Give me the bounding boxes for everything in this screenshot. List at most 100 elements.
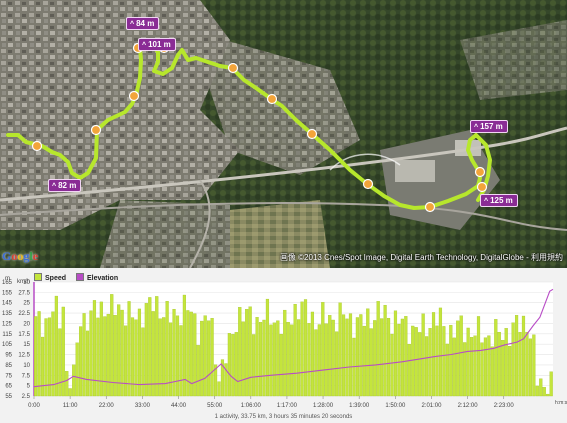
speed-bar <box>452 337 456 397</box>
route-marker[interactable] <box>474 166 486 178</box>
speed-bar <box>286 322 290 397</box>
speed-bar <box>110 294 114 397</box>
speed-bar <box>442 326 446 397</box>
map-attribution[interactable]: 画像 ©2013 Cnes/Spot Image, Digital Earth … <box>279 253 563 262</box>
speed-bar <box>234 332 238 397</box>
route-markers <box>31 42 488 213</box>
speed-bar <box>279 333 283 397</box>
speed-bar <box>290 324 294 397</box>
speed-bar <box>99 301 103 397</box>
speed-bar <box>518 332 522 397</box>
right-tick-label: 7.5 <box>22 373 31 379</box>
speed-bar <box>85 330 90 397</box>
speed-bar <box>476 316 481 397</box>
left-tick-label: 55 <box>5 394 12 400</box>
route-marker[interactable] <box>476 181 488 193</box>
speed-bar <box>96 317 100 397</box>
right-tick-label: 15 <box>23 342 30 348</box>
speed-bar <box>200 320 204 397</box>
right-tick-label: 30 <box>23 280 30 286</box>
speed-bar <box>172 308 176 397</box>
route-marker[interactable] <box>306 128 318 140</box>
satellite-imagery <box>0 0 567 268</box>
right-tick-label: 22.5 <box>18 311 30 317</box>
left-tick-label: 135 <box>2 311 13 317</box>
legend-speed[interactable]: Speed <box>34 273 66 282</box>
speed-bar <box>504 328 508 397</box>
speed-bar <box>466 327 470 397</box>
speed-bar <box>51 311 55 397</box>
route-marker[interactable] <box>227 62 239 74</box>
left-tick-label: 165 <box>2 280 13 286</box>
speed-bar <box>445 343 449 397</box>
speed-bar <box>511 322 515 397</box>
speed-bar <box>144 303 148 397</box>
speed-bar <box>303 299 308 397</box>
speed-bar <box>428 328 432 397</box>
speed-bar <box>220 359 225 397</box>
activity-chart: Speed Elevation m km/h 55 2.5 65 5 75 7.5 85 10 95… <box>0 268 567 423</box>
right-tick-label: 12.5 <box>18 353 30 359</box>
right-tick-label: 5 <box>27 384 31 390</box>
route-marker[interactable] <box>90 124 102 136</box>
speed-bar <box>463 342 467 397</box>
right-tick-label: 27.5 <box>18 290 30 296</box>
x-tick-label: 2:23:00 <box>494 403 515 409</box>
speed-bar <box>338 302 342 397</box>
route-marker[interactable] <box>424 201 436 213</box>
speed-bar <box>186 310 190 397</box>
route-marker[interactable] <box>362 178 374 190</box>
speed-bar <box>525 331 529 397</box>
speed-bar <box>44 318 48 397</box>
speed-bar <box>539 378 543 397</box>
speed-bar <box>307 323 311 397</box>
route-marker[interactable] <box>128 90 140 102</box>
x-tick-label: 11:00 <box>63 403 78 409</box>
speed-bar <box>68 388 72 397</box>
chart-legend: Speed Elevation <box>34 273 126 283</box>
speed-bar <box>366 308 370 397</box>
map-view[interactable]: ^ 84 m ^ 101 m ^ 82 m ^ 157 m ^ 125 m Google … <box>0 0 567 268</box>
speed-bar <box>127 301 131 397</box>
speed-bar <box>162 317 166 397</box>
right-tick-label: 25 <box>23 301 30 307</box>
speed-bar <box>238 307 242 397</box>
speed-bar <box>355 317 359 397</box>
speed-bar <box>508 345 512 397</box>
speed-bar <box>335 331 339 397</box>
speed-bar <box>514 315 519 397</box>
left-tick-label: 65 <box>5 384 12 390</box>
speed-bar <box>61 306 65 397</box>
legend-elevation[interactable]: Elevation <box>75 273 118 282</box>
speed-bar <box>47 317 52 397</box>
x-tick-label: 1:39:00 <box>349 403 370 409</box>
speed-bar <box>213 364 218 397</box>
speed-bar <box>473 335 477 397</box>
speed-bar <box>324 323 328 397</box>
activity-summary: 1 activity, 33.75 km, 3 hours 35 minutes… <box>214 414 353 420</box>
speed-bar <box>82 313 86 397</box>
speed-bar <box>158 318 162 397</box>
left-tick-label: 105 <box>2 342 13 348</box>
speed-elevation-plot: m km/h 55 2.5 65 5 75 7.5 85 10 95 12.5 105 15 115 17.5… <box>2 276 567 409</box>
speed-bar <box>141 327 145 397</box>
speed-bar <box>217 381 221 397</box>
speed-bar <box>245 309 249 397</box>
speed-bar <box>321 302 325 397</box>
speed-bar <box>151 311 155 397</box>
speed-bar <box>400 318 404 397</box>
speed-bar <box>175 315 180 397</box>
speed-bar <box>182 294 186 397</box>
speed-bar <box>421 313 425 397</box>
speed-swatch-icon <box>34 273 42 281</box>
right-tick-label: 2.5 <box>22 394 31 400</box>
route-marker[interactable] <box>31 140 43 152</box>
elevation-tag-101: ^ 101 m <box>138 38 176 51</box>
time-unit-label: h:m:s <box>555 400 567 406</box>
route-marker[interactable] <box>266 93 278 105</box>
speed-bar <box>414 327 418 397</box>
speed-bar <box>224 363 228 397</box>
speed-bar <box>168 322 173 397</box>
speed-bar <box>89 310 93 397</box>
speed-bar <box>155 296 159 397</box>
